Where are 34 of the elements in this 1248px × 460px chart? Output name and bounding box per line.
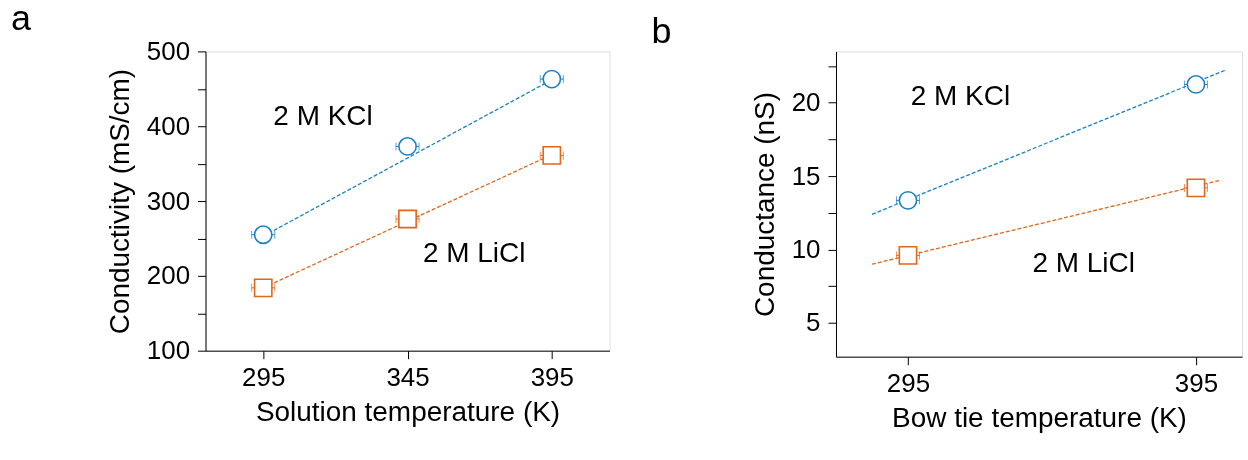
x-tick-label: 295 xyxy=(242,363,286,392)
y-tick-label: 500 xyxy=(146,36,191,65)
text: 2 M LiCl xyxy=(1032,246,1135,278)
point xyxy=(253,278,273,298)
chart-title: a xyxy=(10,0,31,39)
chart-title: b xyxy=(651,10,672,52)
point xyxy=(398,137,417,156)
point xyxy=(898,245,918,265)
series-label: 2 M LiCl xyxy=(422,236,526,268)
x-axis-title: Bow tie temperature (K) xyxy=(892,402,1187,433)
point xyxy=(1186,178,1206,198)
point xyxy=(542,69,562,89)
point xyxy=(1186,75,1206,94)
y-tick-label: 400 xyxy=(146,111,191,140)
y-tick-label: 5 xyxy=(806,308,821,337)
point xyxy=(898,190,918,210)
y-tick-label: 200 xyxy=(146,261,191,290)
y-axis-title: Conductance (nS) xyxy=(748,92,780,318)
x-tick-label: 345 xyxy=(386,363,430,392)
text: 2 M KCl xyxy=(910,80,1011,112)
x-axis-title: Solution temperature (K) xyxy=(255,396,561,428)
point xyxy=(398,209,417,229)
y-tick-label: 300 xyxy=(146,186,191,215)
y-tick-label: 15 xyxy=(791,161,821,190)
point xyxy=(253,225,273,245)
x-tick-label: 395 xyxy=(1174,369,1219,398)
y-tick-label: 100 xyxy=(146,336,191,365)
y-tick-label: 10 xyxy=(791,235,821,264)
point xyxy=(542,145,562,165)
y-tick-label: 20 xyxy=(791,88,821,117)
y-axis-title: Conductivity (mS/cm) xyxy=(103,68,135,335)
series-label: 2 M KCl xyxy=(273,100,373,132)
x-tick-label: 295 xyxy=(886,369,931,398)
x-tick-label: 395 xyxy=(530,363,574,392)
